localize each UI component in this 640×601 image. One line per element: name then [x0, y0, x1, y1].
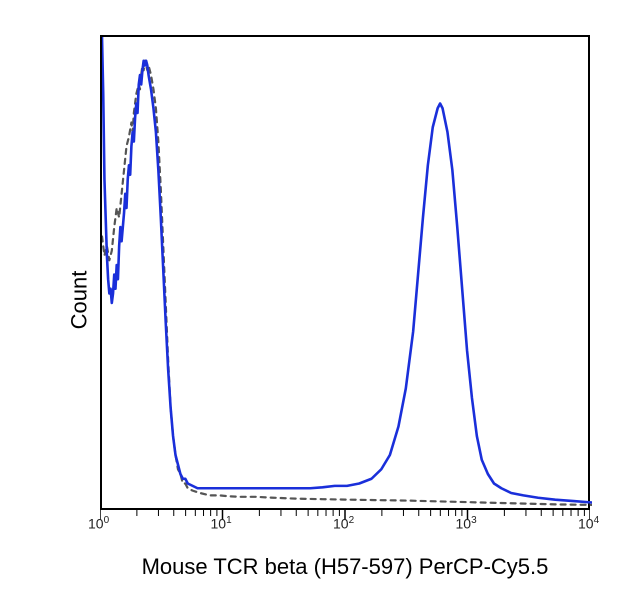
- plot-area: [100, 35, 590, 510]
- flow-cytometry-histogram: Count 100 101 102 103 104 Mouse TCR beta (H5…: [40, 20, 610, 580]
- x-tick-0: 100: [88, 515, 109, 532]
- x-tick-4: 104: [578, 515, 599, 532]
- x-tick-2: 102: [333, 515, 354, 532]
- x-tick-1: 101: [211, 515, 232, 532]
- series-stained-sample: [102, 37, 592, 503]
- series-isotype-control: [102, 61, 592, 505]
- x-tick-3: 103: [456, 515, 477, 532]
- x-axis-label: Mouse TCR beta (H57-597) PerCP-Cy5.5: [100, 554, 590, 580]
- plot-svg: [102, 37, 592, 512]
- y-axis-label: Count: [66, 271, 92, 330]
